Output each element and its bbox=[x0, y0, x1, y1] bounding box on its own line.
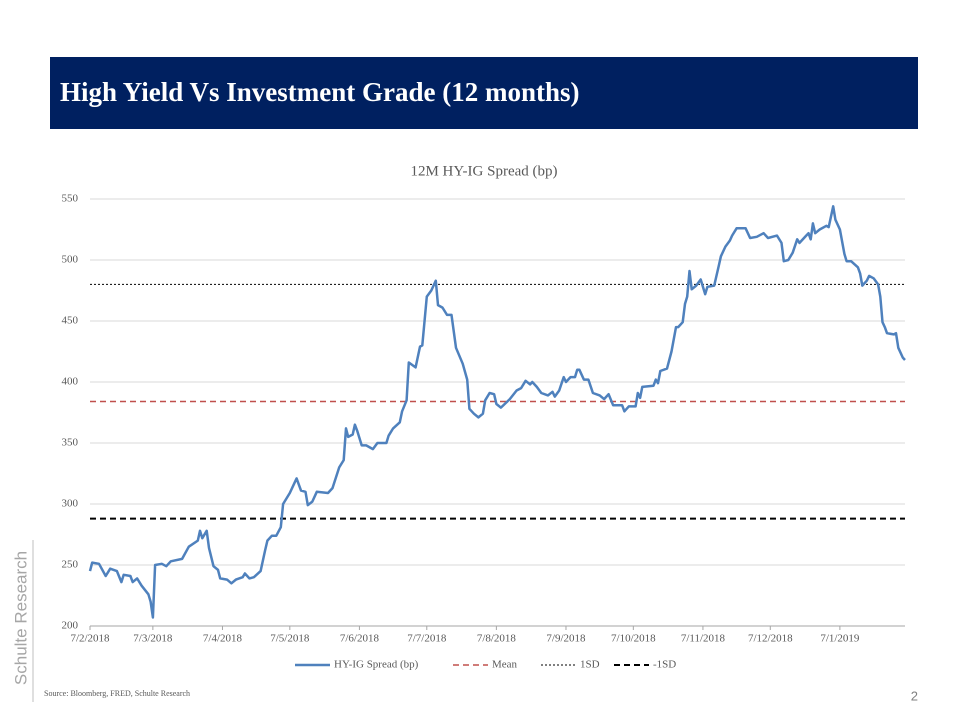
y-tick-label: 450 bbox=[62, 315, 79, 327]
legend-label: 1SD bbox=[580, 659, 600, 671]
x-tick-label: 7/4/2018 bbox=[203, 633, 243, 645]
x-tick-label: 7/2/2018 bbox=[70, 633, 110, 645]
x-tick-label: 7/12/2018 bbox=[748, 633, 793, 645]
x-tick-label: 7/9/2018 bbox=[546, 633, 586, 645]
x-tick-label: 7/11/2018 bbox=[681, 633, 726, 645]
y-tick-label: 550 bbox=[62, 193, 79, 205]
y-tick-label: 250 bbox=[62, 559, 79, 571]
x-tick-label: 7/8/2018 bbox=[477, 633, 517, 645]
legend-label: HY-IG Spread (bp) bbox=[334, 659, 419, 671]
chart-title: 12M HY-IG Spread (bp) bbox=[410, 163, 557, 179]
source-note: Source: Bloomberg, FRED, Schulte Researc… bbox=[44, 689, 190, 698]
slide-title: High Yield Vs Investment Grade (12 month… bbox=[60, 77, 580, 107]
x-tick-label: 7/5/2018 bbox=[270, 633, 310, 645]
x-tick-label: 7/1/2019 bbox=[820, 633, 860, 645]
x-tick-label: 7/3/2018 bbox=[133, 633, 173, 645]
page-number: 2 bbox=[911, 688, 918, 703]
y-tick-label: 500 bbox=[62, 254, 79, 266]
y-tick-label: 400 bbox=[62, 376, 79, 388]
watermark: Schulte Research bbox=[11, 551, 30, 685]
legend-label: Mean bbox=[492, 659, 518, 671]
x-tick-label: 7/6/2018 bbox=[340, 633, 380, 645]
x-tick-label: 7/7/2018 bbox=[407, 633, 447, 645]
y-tick-label: 200 bbox=[62, 620, 79, 632]
y-tick-label: 300 bbox=[62, 498, 79, 510]
y-tick-label: 350 bbox=[62, 437, 79, 449]
legend-label: -1SD bbox=[653, 659, 676, 671]
data-line bbox=[88, 205, 906, 619]
x-tick-label: 7/10/2018 bbox=[611, 633, 656, 645]
title-bar bbox=[50, 57, 918, 129]
